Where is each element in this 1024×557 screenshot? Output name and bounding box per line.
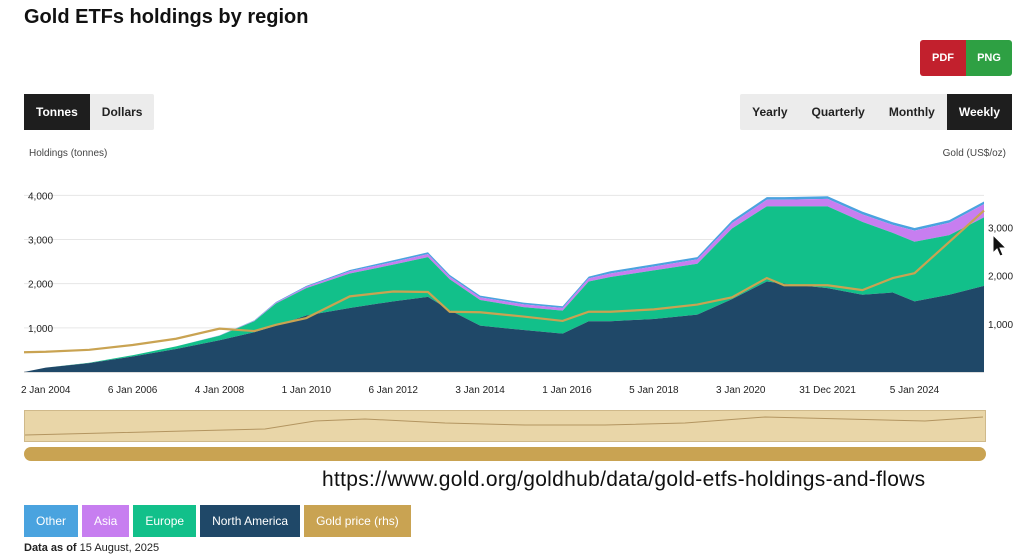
x-tick-label: 1 Jan 2010 (282, 385, 332, 396)
right-axis-title: Gold (US$/oz) (942, 148, 1006, 159)
x-tick-label: 3 Jan 2020 (716, 385, 766, 396)
data-as-of-label: Data as of (24, 542, 77, 554)
x-tick-label: 4 Jan 2008 (195, 385, 245, 396)
legend-gold-price[interactable]: Gold price (rhs) (304, 505, 411, 537)
chart-legend: Other Asia Europe North America Gold pri… (24, 505, 411, 537)
holdings-chart[interactable]: 1,000 2,000 3,000 4,000 1,000 2,000 3,000 2 Jan… (0, 160, 1024, 405)
y-left-tick-label: 1,000 (28, 324, 53, 335)
y-left-tick-label: 4,000 (28, 191, 53, 202)
legend-europe[interactable]: Europe (133, 505, 197, 537)
period-toggle: Yearly Quarterly Monthly Weekly (740, 94, 1012, 130)
x-tick-label: 6 Jan 2006 (108, 385, 158, 396)
legend-north-america[interactable]: North America (200, 505, 301, 537)
left-axis-title: Holdings (tonnes) (29, 148, 108, 159)
range-scrollbar[interactable] (24, 447, 986, 461)
x-tick-label: 5 Jan 2024 (890, 385, 940, 396)
source-url-caption: https://www.gold.org/goldhub/data/gold-e… (322, 468, 926, 491)
period-monthly-button[interactable]: Monthly (888, 105, 935, 119)
unit-tonnes-button[interactable]: Tonnes (24, 94, 90, 130)
legend-asia[interactable]: Asia (82, 505, 130, 537)
unit-dollars-button[interactable]: Dollars (101, 105, 143, 119)
data-as-of-date: 15 August, 2025 (79, 542, 160, 554)
legend-other[interactable]: Other (24, 505, 79, 537)
data-as-of: Data as of 15 August, 2025 (24, 542, 159, 554)
range-navigator[interactable] (24, 410, 986, 442)
y-left-tick-label: 2,000 (28, 280, 53, 291)
export-png-button[interactable]: PNG (966, 40, 1012, 76)
x-tick-label: 1 Jan 2016 (542, 385, 592, 396)
y-right-tick-label: 3,000 (988, 223, 1013, 234)
x-tick-label: 31 Dec 2021 (799, 385, 856, 396)
area-north-america (24, 281, 984, 372)
x-tick-label: 5 Jan 2018 (629, 385, 679, 396)
y-right-tick-label: 2,000 (988, 272, 1013, 283)
y-right-tick-label: 1,000 (988, 320, 1013, 331)
gold-price-line (23, 209, 985, 354)
x-tick-label: 3 Jan 2014 (455, 385, 505, 396)
period-quarterly-button[interactable]: Quarterly (811, 105, 865, 119)
mouse-cursor-icon (992, 234, 1008, 257)
x-tick-label: 2 Jan 2004 (21, 385, 71, 396)
y-left-tick-label: 3,000 (28, 236, 53, 247)
export-pdf-button[interactable]: PDF (920, 40, 966, 76)
area-europe (24, 206, 984, 372)
unit-toggle: Tonnes Dollars (24, 94, 155, 130)
period-weekly-button[interactable]: Weekly (946, 94, 1012, 130)
x-tick-label: 6 Jan 2012 (368, 385, 418, 396)
export-buttons: PDF PNG (920, 40, 1012, 76)
page-title: Gold ETFs holdings by region (24, 6, 309, 28)
period-yearly-button[interactable]: Yearly (752, 105, 788, 119)
navigator-sparkline (24, 416, 984, 436)
